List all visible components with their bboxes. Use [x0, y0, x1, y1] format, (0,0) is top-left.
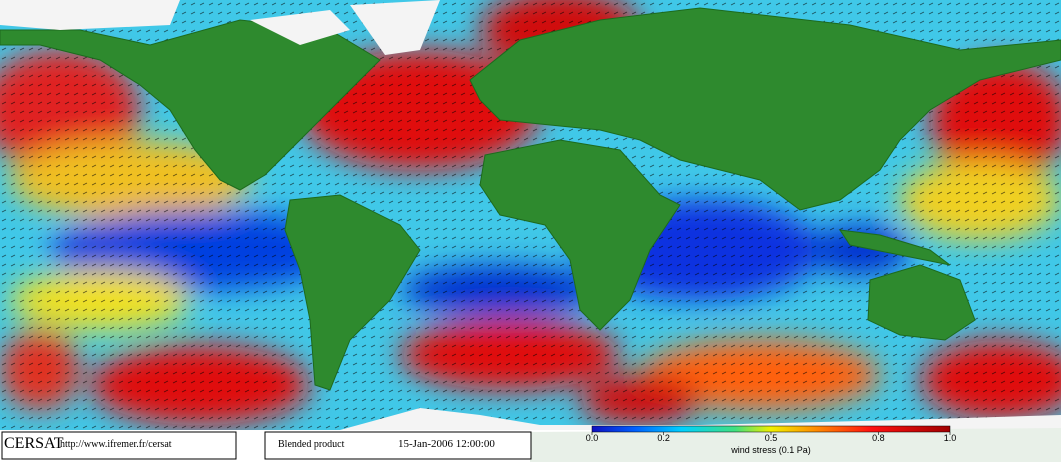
colorbar-tick-label: 0.5	[765, 433, 778, 443]
url: http://www.ifremer.fr/cersat	[60, 439, 172, 450]
colorbar-tick-label: 1.0	[944, 433, 957, 443]
ice	[0, 0, 1061, 430]
footer-box	[264, 431, 532, 460]
colorbar-tick-label: 0.8	[872, 433, 885, 443]
colorbar-tick-label: 0.2	[657, 433, 670, 443]
colorbar-label: wind stress (0.1 Pa)	[730, 445, 811, 455]
colorbar-tick-label: 0.0	[586, 433, 599, 443]
land	[0, 7, 1061, 391]
logo: CERSAT	[4, 435, 64, 452]
footer-box	[1, 431, 237, 460]
date: 15-Jan-2006 12:00:00	[398, 438, 495, 450]
antarctica	[530, 428, 1061, 462]
product: Blended product	[278, 439, 345, 450]
colorbar	[591, 425, 951, 433]
